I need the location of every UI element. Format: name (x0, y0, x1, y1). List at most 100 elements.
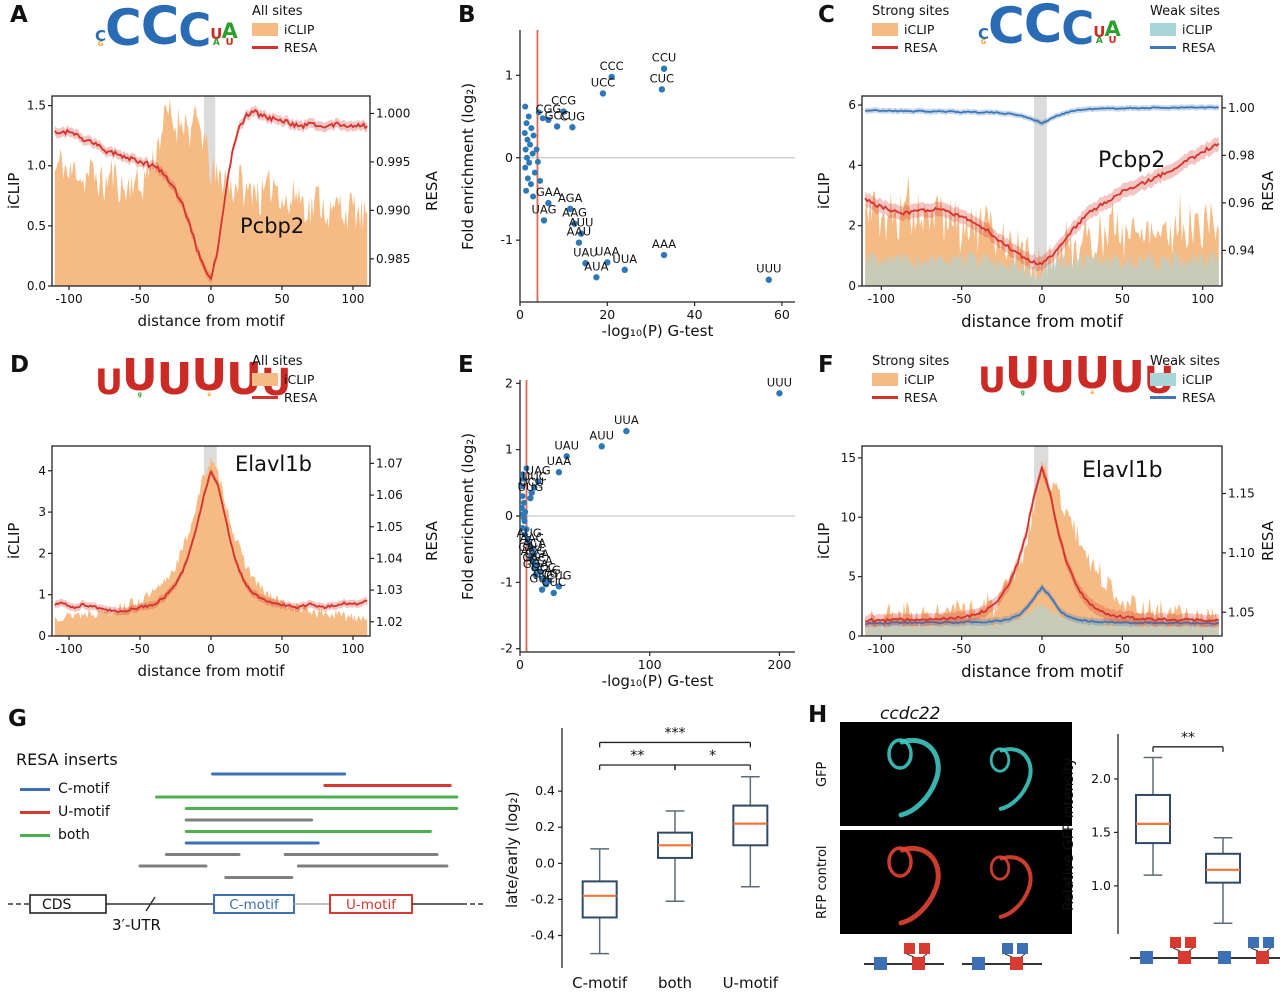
legend-title: Weak sites (1150, 4, 1220, 19)
panel-g-boxplot: late/early (log₂) -0.4 -0.2 0.0 0.2 0.4 ** * **… (500, 700, 800, 999)
svg-text:0.0: 0.0 (535, 855, 555, 870)
svg-text:-100: -100 (868, 292, 895, 306)
panel-b: B Fold enrichment (log₂) -log₁₀(P) G-tes… (450, 0, 810, 348)
panel-e-ylabel: Fold enrichment (log₂) (459, 432, 477, 600)
svg-text:1.5: 1.5 (27, 99, 46, 113)
svg-text:AGA: AGA (558, 191, 583, 205)
panel-f-ylabel-left: iCLIP (815, 522, 833, 560)
panel-h-gene-title: ccdc22 (880, 704, 941, 724)
svg-text:0: 0 (207, 292, 215, 306)
panel-h-chart: 1.0 1.5 2.0 ** (840, 722, 1280, 970)
svg-text:200: 200 (768, 657, 792, 672)
legend-label: RESA (284, 390, 318, 405)
svg-text:3: 3 (38, 505, 46, 519)
legend-item: iCLIP (1150, 22, 1220, 37)
svg-text:**: ** (1181, 730, 1195, 746)
svg-text:-2: -2 (501, 641, 513, 656)
logo-letter: C (978, 24, 989, 43)
gfp-image-label: GFP (815, 761, 830, 787)
resa-swatch (252, 46, 278, 49)
svg-text:60: 60 (774, 307, 790, 322)
svg-text:40: 40 (687, 307, 703, 322)
panel-c-ylabel-left: iCLIP (815, 172, 833, 210)
panel-a-chart: -100 -50 0 50 100 0.0 0.5 1.0 1.5 0.985 0.990 0.995… (27, 95, 410, 306)
logo-letter: U (1039, 352, 1076, 404)
panel-c-xlabel: distance from motif (961, 312, 1123, 331)
svg-text:UAU: UAU (554, 438, 579, 452)
panel-f: F Strong sites iCLIP RESA UUgUUaUU Weak … (810, 350, 1280, 698)
logo-letter: U (1108, 35, 1117, 47)
svg-text:-1: -1 (501, 574, 513, 589)
logo-letter: U (978, 361, 1006, 402)
svg-text:UCU: UCU (519, 475, 544, 489)
svg-text:-50: -50 (952, 292, 972, 306)
svg-text:UCC: UCC (591, 75, 615, 89)
svg-text:100: 100 (638, 657, 662, 672)
svg-text:0: 0 (1038, 642, 1046, 656)
panel-a-legend: All sites iCLIP RESA (252, 4, 317, 55)
logo-letter: g (1020, 389, 1025, 396)
svg-text:0: 0 (38, 629, 46, 643)
logo-letter: U (210, 25, 222, 44)
legend-label: RESA (904, 40, 938, 55)
svg-text:AAU: AAU (567, 225, 591, 239)
logo-letter: U (225, 37, 234, 49)
panel-f-gene-label: Elavl1b (1082, 458, 1163, 483)
logo-letter: C (988, 0, 1025, 55)
logo-letter: A (1095, 36, 1103, 47)
legend-item: RESA (872, 40, 949, 55)
u-motif-swatch (20, 810, 50, 814)
svg-text:C-motif: C-motif (229, 897, 280, 913)
both-swatch (20, 833, 50, 837)
legend-label: both (58, 827, 90, 843)
svg-text:C-motif: C-motif (572, 974, 628, 992)
logo-letter: A (212, 38, 220, 49)
panel-b-xlabel: -log₁₀(P) G-test (601, 322, 714, 340)
panel-a-xlabel: distance from motif (137, 312, 285, 330)
legend-item: C-motif (20, 781, 110, 797)
panel-b-letter: B (458, 2, 476, 28)
svg-text:CUG: CUG (560, 109, 585, 123)
svg-text:1.05: 1.05 (1228, 605, 1255, 619)
c-motif-swatch (20, 787, 50, 791)
svg-text:1.10: 1.10 (1228, 546, 1255, 560)
svg-text:GUC: GUC (529, 572, 554, 586)
svg-text:0.4: 0.4 (535, 783, 555, 798)
svg-text:1.15: 1.15 (1228, 487, 1255, 501)
panel-h: H ccdc22 GFP RFP control Relative GFP in… (800, 700, 1280, 999)
svg-text:-50: -50 (130, 642, 150, 656)
panel-f-chart: -100 -50 0 50 100 0 5 10 15 1.05 1.10 1.15 (841, 445, 1255, 656)
svg-text:1: 1 (505, 67, 513, 82)
legend-label: RESA (1182, 390, 1216, 405)
legend-label: iCLIP (904, 372, 935, 387)
svg-text:2.0: 2.0 (1091, 771, 1111, 786)
legend-item: RESA (252, 390, 317, 405)
legend-title: Strong sites (872, 4, 950, 19)
panel-a-gene-label: Pcbp2 (240, 214, 305, 238)
svg-text:-50: -50 (130, 292, 150, 306)
svg-text:2: 2 (848, 219, 856, 233)
panel-c-gene-label: Pcbp2 (1098, 148, 1166, 173)
svg-text:50: 50 (1115, 642, 1130, 656)
logo-letter: A (1104, 16, 1120, 41)
logo-letter: G (980, 37, 987, 46)
svg-text:1.0: 1.0 (1091, 878, 1111, 893)
logo-letter: C (1023, 0, 1063, 55)
svg-text:0: 0 (848, 279, 856, 293)
legend-label: RESA (1182, 40, 1216, 55)
svg-text:2: 2 (505, 375, 513, 390)
svg-text:AAA: AAA (652, 237, 676, 251)
panel-f-legend-weak: Weak sites iCLIP RESA (1150, 354, 1220, 405)
panel-c-legend-strong: Strong sites iCLIP RESA (872, 4, 949, 55)
logo-letter: C (178, 3, 211, 57)
logo-letter: U (95, 363, 123, 404)
iclip-swatch (252, 23, 278, 36)
panel-g: G RESA inserts C-motif U-motif both 3′-U… (0, 700, 500, 999)
svg-text:**: ** (630, 748, 644, 764)
panel-e-xlabel: -log₁₀(P) G-test (601, 672, 714, 690)
svg-text:5: 5 (848, 570, 856, 584)
panel-g-legend: C-motif U-motif both (20, 774, 110, 843)
svg-text:0: 0 (1038, 292, 1046, 306)
